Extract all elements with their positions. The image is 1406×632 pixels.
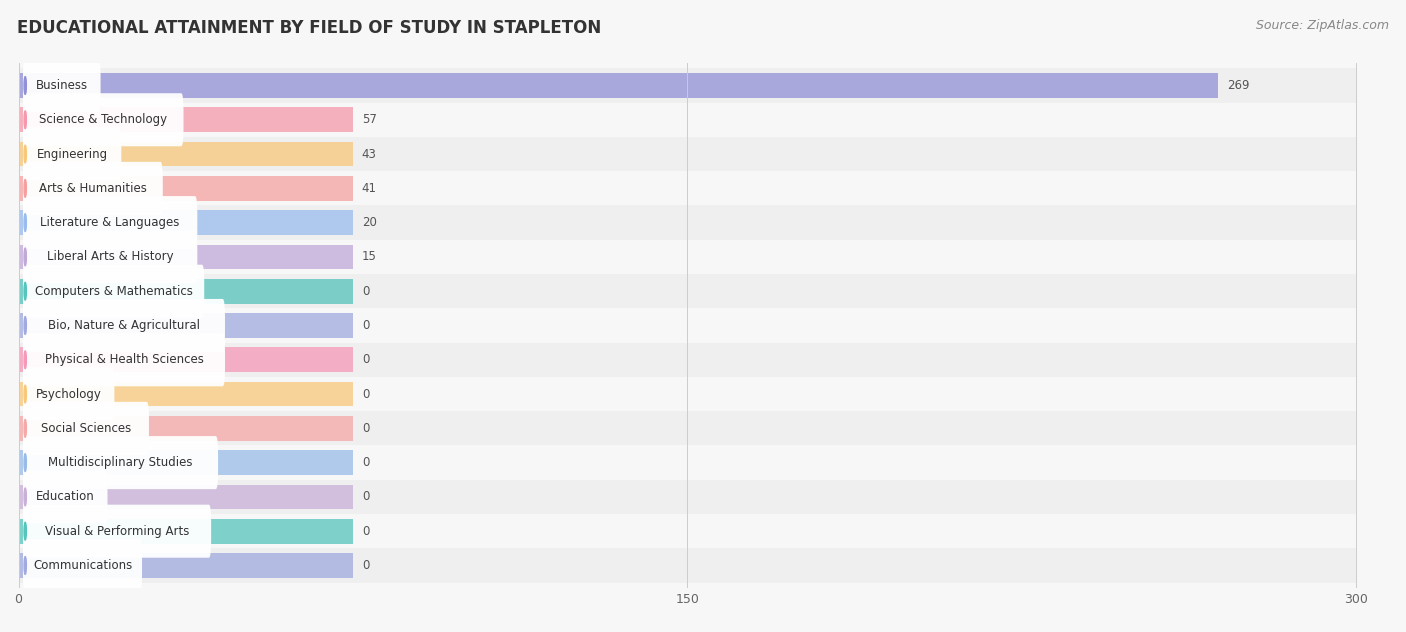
Bar [18, 205, 1357, 240]
Text: 0: 0 [361, 387, 370, 401]
FancyBboxPatch shape [22, 231, 197, 283]
Text: 0: 0 [361, 490, 370, 504]
FancyBboxPatch shape [22, 505, 211, 557]
Text: Education: Education [37, 490, 94, 504]
Bar [18, 416, 353, 441]
Text: Physical & Health Sciences: Physical & Health Sciences [45, 353, 204, 367]
Bar [18, 553, 353, 578]
Bar [18, 411, 1357, 446]
Circle shape [24, 76, 27, 94]
Bar [18, 308, 1357, 343]
Text: Social Sciences: Social Sciences [41, 422, 131, 435]
Circle shape [24, 557, 27, 574]
FancyBboxPatch shape [22, 470, 107, 523]
Bar [18, 382, 353, 406]
Bar [18, 279, 353, 303]
Circle shape [24, 488, 27, 506]
Text: Source: ZipAtlas.com: Source: ZipAtlas.com [1256, 19, 1389, 32]
FancyBboxPatch shape [22, 59, 101, 112]
Circle shape [24, 145, 27, 163]
Bar [18, 245, 353, 269]
FancyBboxPatch shape [22, 196, 197, 249]
Bar [18, 446, 1357, 480]
Circle shape [24, 454, 27, 471]
Text: Arts & Humanities: Arts & Humanities [39, 182, 146, 195]
Text: Visual & Performing Arts: Visual & Performing Arts [45, 525, 190, 538]
Text: 20: 20 [361, 216, 377, 229]
Text: EDUCATIONAL ATTAINMENT BY FIELD OF STUDY IN STAPLETON: EDUCATIONAL ATTAINMENT BY FIELD OF STUDY… [17, 19, 602, 37]
Text: Engineering: Engineering [37, 147, 108, 161]
Text: Liberal Arts & History: Liberal Arts & History [46, 250, 173, 264]
Text: Psychology: Psychology [35, 387, 101, 401]
Bar [18, 107, 353, 132]
Bar [18, 549, 1357, 583]
Circle shape [24, 248, 27, 266]
Text: Bio, Nature & Agricultural: Bio, Nature & Agricultural [48, 319, 200, 332]
Circle shape [24, 522, 27, 540]
Bar [18, 514, 1357, 549]
Bar [18, 240, 1357, 274]
Bar [18, 102, 1357, 137]
FancyBboxPatch shape [22, 436, 218, 489]
Text: 43: 43 [361, 147, 377, 161]
Text: 0: 0 [361, 525, 370, 538]
Text: 15: 15 [361, 250, 377, 264]
Bar [18, 68, 1357, 102]
FancyBboxPatch shape [22, 265, 204, 318]
FancyBboxPatch shape [22, 128, 121, 181]
Text: 0: 0 [361, 422, 370, 435]
Circle shape [24, 283, 27, 300]
Bar [18, 142, 353, 166]
Bar [18, 480, 1357, 514]
Text: 0: 0 [361, 456, 370, 469]
Text: 0: 0 [361, 284, 370, 298]
Bar [18, 377, 1357, 411]
Text: 0: 0 [361, 559, 370, 572]
Circle shape [24, 317, 27, 334]
Circle shape [24, 385, 27, 403]
Bar [18, 450, 353, 475]
Bar [18, 274, 1357, 308]
Text: 41: 41 [361, 182, 377, 195]
Text: Business: Business [35, 79, 87, 92]
Circle shape [24, 214, 27, 231]
Text: Literature & Languages: Literature & Languages [41, 216, 180, 229]
Text: 0: 0 [361, 319, 370, 332]
Text: 0: 0 [361, 353, 370, 367]
Text: Multidisciplinary Studies: Multidisciplinary Studies [48, 456, 193, 469]
Bar [18, 171, 1357, 205]
FancyBboxPatch shape [22, 402, 149, 455]
Bar [18, 485, 353, 509]
Bar [18, 73, 1218, 98]
Circle shape [24, 111, 27, 129]
Bar [18, 137, 1357, 171]
Text: Communications: Communications [32, 559, 132, 572]
Bar [18, 343, 1357, 377]
Bar [18, 519, 353, 544]
FancyBboxPatch shape [22, 539, 142, 592]
Text: 269: 269 [1227, 79, 1250, 92]
Bar [18, 348, 353, 372]
Text: Science & Technology: Science & Technology [39, 113, 167, 126]
Bar [18, 210, 353, 235]
FancyBboxPatch shape [22, 333, 225, 386]
FancyBboxPatch shape [22, 299, 225, 352]
Text: Computers & Mathematics: Computers & Mathematics [35, 284, 193, 298]
Bar [18, 176, 353, 201]
Text: 57: 57 [361, 113, 377, 126]
Bar [18, 313, 353, 338]
FancyBboxPatch shape [22, 162, 163, 215]
Circle shape [24, 179, 27, 197]
FancyBboxPatch shape [22, 368, 114, 420]
FancyBboxPatch shape [22, 94, 184, 146]
Circle shape [24, 420, 27, 437]
Circle shape [24, 351, 27, 368]
